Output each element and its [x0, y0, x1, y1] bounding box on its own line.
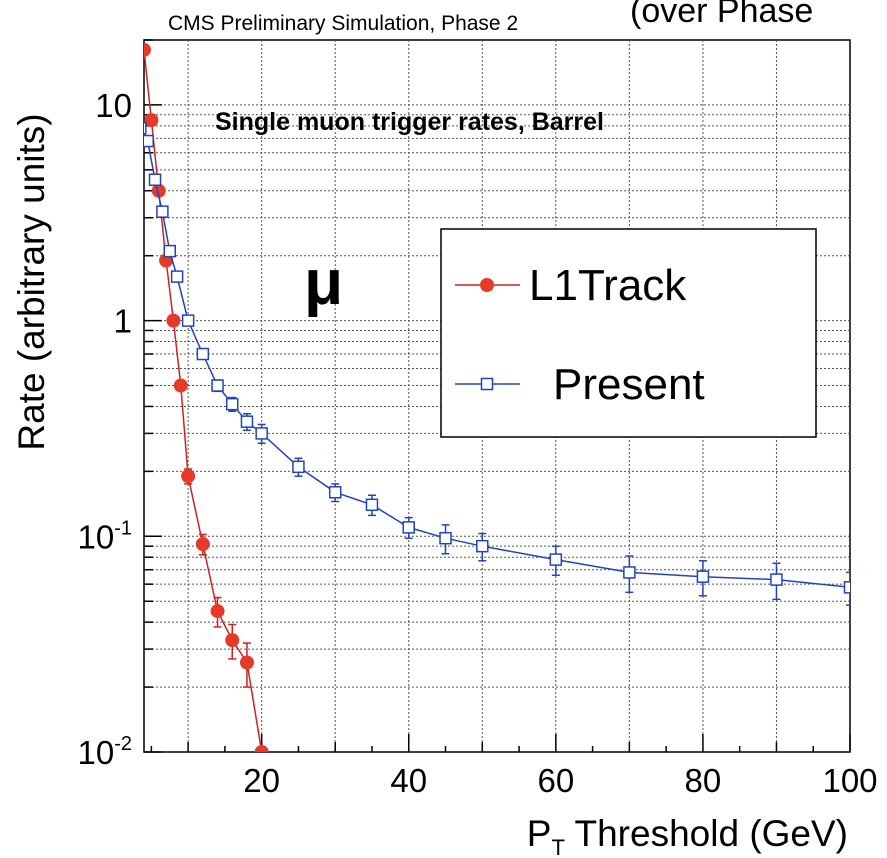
series-l1track	[144, 42, 269, 752]
series-layer	[144, 42, 850, 752]
y-axis-title: Rate (arbitrary units)	[11, 113, 52, 450]
data-point	[476, 539, 489, 553]
data-point	[328, 486, 342, 499]
data-point	[196, 347, 210, 361]
y-tick-label: 10-1	[77, 517, 132, 555]
data-point	[170, 270, 184, 283]
data-point	[843, 581, 850, 594]
legend-marker	[480, 278, 494, 292]
data-point	[365, 498, 379, 512]
data-point	[254, 745, 269, 752]
y-tick-exponent: -2	[114, 733, 132, 755]
y-tick-label: 10	[95, 87, 132, 124]
series-present	[144, 121, 850, 606]
data-point	[292, 460, 305, 474]
data-point	[225, 633, 240, 648]
header-caption: CMS Preliminary Simulation, Phase 2	[168, 12, 518, 35]
data-point	[181, 314, 195, 327]
y-tick-label: 10-2	[77, 733, 132, 771]
data-point	[226, 397, 239, 411]
data-point	[166, 313, 181, 328]
x-axis-title: PT Threshold (GeV)	[527, 813, 848, 858]
x-tick-label: 80	[685, 762, 722, 799]
chart-title: Single muon trigger rates, Barrel	[215, 108, 604, 136]
y-tick-base: 10	[77, 734, 114, 771]
data-point	[173, 378, 188, 393]
data-point	[195, 537, 210, 552]
data-point	[144, 42, 151, 57]
x-tick-label: 20	[243, 762, 280, 799]
data-point	[696, 570, 710, 583]
x-tick-label: 40	[390, 762, 427, 799]
data-point	[549, 553, 563, 566]
data-point	[240, 415, 254, 428]
legend-item-present: Present	[455, 360, 705, 409]
data-point	[770, 573, 783, 586]
data-point	[402, 521, 415, 534]
data-point	[144, 121, 147, 135]
legend-box	[440, 228, 817, 438]
x-axis-title-rest: Threshold (GeV)	[565, 813, 848, 854]
x-axis-title-p: P	[527, 813, 552, 854]
data-point	[181, 469, 196, 484]
data-point	[439, 531, 452, 545]
y-tick-base: 1	[114, 303, 132, 340]
x-axis-title-sub: T	[551, 835, 564, 858]
legend-label: Present	[553, 360, 705, 409]
data-point	[156, 205, 169, 218]
x-tick-label: 100	[822, 762, 877, 799]
legend-label: L1Track	[529, 261, 687, 310]
y-tick-exponent: -1	[114, 517, 132, 539]
data-point	[148, 173, 162, 186]
data-point	[623, 566, 636, 579]
data-point	[239, 655, 254, 670]
data-point	[210, 604, 225, 619]
y-tick-base: 10	[95, 87, 132, 124]
y-tick-label: 1	[114, 303, 132, 340]
x-tick-label: 60	[537, 762, 574, 799]
y-tick-base: 10	[77, 518, 114, 555]
data-point	[144, 134, 154, 148]
legend: L1Track Present	[440, 228, 817, 438]
legend-item-l1track: L1Track	[455, 261, 687, 310]
data-point	[163, 244, 176, 258]
mu-annotation: μ	[304, 246, 343, 318]
data-point	[255, 427, 268, 440]
data-point	[211, 379, 224, 392]
data-point	[144, 113, 159, 128]
header-cut-text: (over Phase	[630, 0, 813, 30]
legend-marker	[480, 377, 494, 391]
